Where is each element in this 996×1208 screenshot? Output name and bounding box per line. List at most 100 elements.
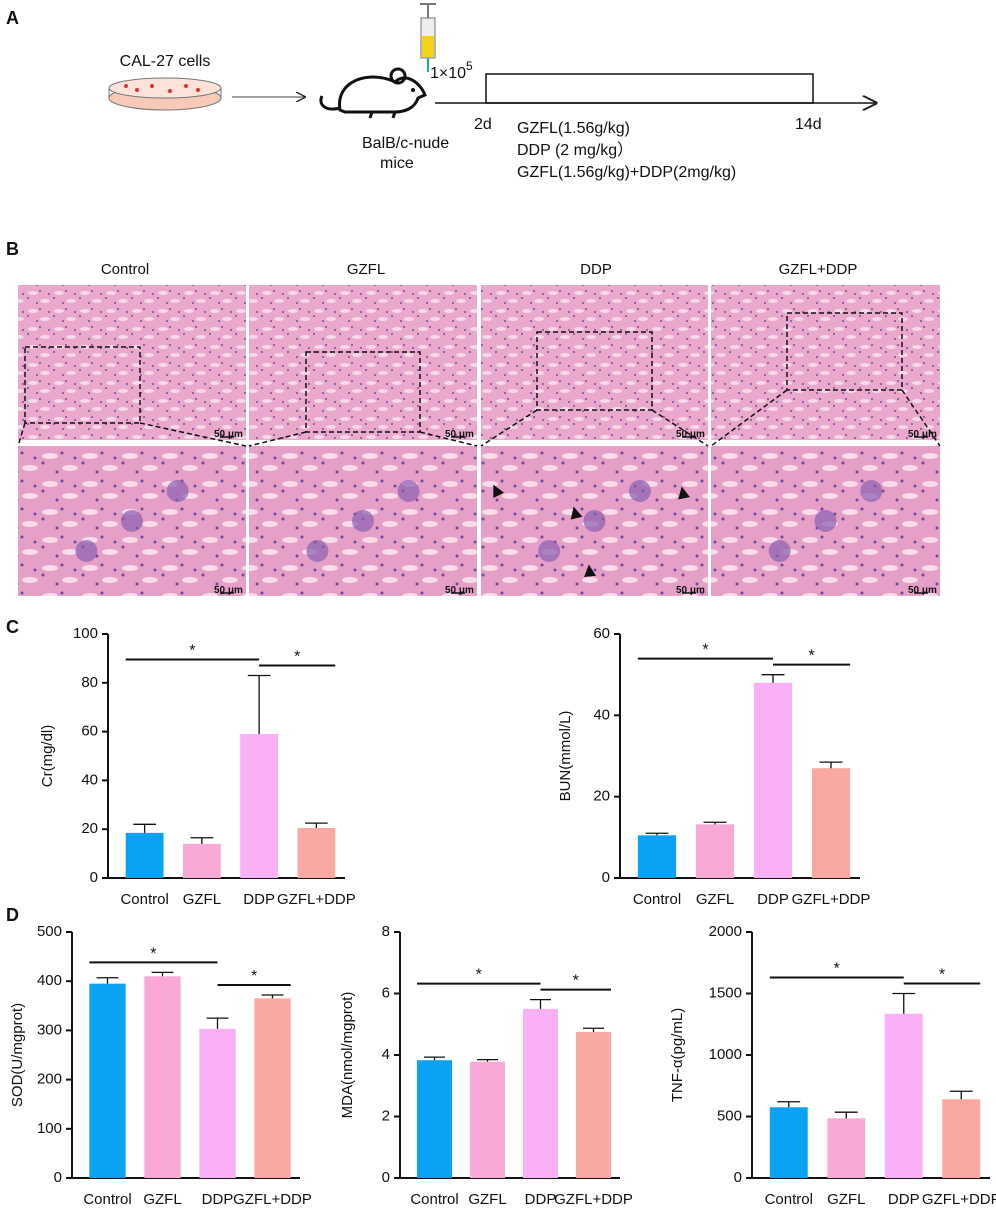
x-tick-label: GZFL+DDP [277,891,356,908]
significance-label: * [834,961,840,978]
cells [124,84,200,93]
y-tick-label: 1000 [709,1046,742,1063]
significance-label: * [476,967,482,984]
y-tick-label: 40 [81,771,98,788]
bar [753,682,793,878]
significance-label: * [808,648,814,665]
bar [884,1013,923,1178]
error-bar [777,1101,801,1108]
glomerulus [306,540,329,562]
histology: Control 50 μm 50 μm GZFL 50 μm 50 μm DDP 50 μm 5… [17,261,941,596]
x-tick-label: DDP [757,891,789,908]
y-tick-label: 0 [382,1169,390,1186]
significance-label: * [251,968,257,985]
arrow [678,486,690,500]
histology-image [481,285,708,440]
zoom-line [139,422,247,447]
y-tick-label: 20 [593,788,610,805]
bar [89,983,126,1178]
mouse-eye [411,88,415,92]
y-tick-label: 300 [37,1021,62,1038]
panel-label: A [6,8,19,28]
bar [695,824,735,878]
significance-label: * [702,642,708,659]
y-tick-label: 0 [602,869,610,886]
zoom-box [305,351,421,433]
scale-bar-label: 50 μm [445,585,474,596]
group-title: GZFL+DDP [779,261,858,278]
error-bar [761,674,785,683]
glomerulus [860,480,883,502]
y-tick-label: 40 [593,706,610,723]
error-bar [530,999,551,1009]
bar [254,998,291,1178]
group-title: DDP [580,261,612,278]
treatment: DDP (2 mg/kg） [517,141,633,159]
scale-bar-label: 50 μm [676,429,705,440]
x-tick-label: Control [765,1191,813,1208]
error-bar [424,1056,445,1061]
mouse [319,67,427,119]
group-title: GZFL [347,261,385,278]
dish-top [108,77,222,99]
histology-image [711,285,940,440]
zoom-box [24,346,141,424]
error-bar [133,823,156,833]
bar [297,827,336,878]
y-tick-label: 80 [81,674,98,691]
y-tick-label: 200 [37,1071,62,1088]
y-tick-label: 60 [81,723,98,740]
arrow [493,484,505,499]
zoom-box [536,331,653,411]
treatment-window [485,73,814,104]
dose-base: 1×10 [430,65,466,82]
significance-label: * [573,973,579,990]
scale-bar-label: 50 μm [214,429,243,440]
error-bar [949,1090,973,1100]
bar [637,835,677,878]
zoom-line [651,409,709,447]
y-tick-label: 8 [382,923,390,940]
x-tick-label: DDP [525,1191,557,1208]
y-tick-label: 0 [54,1169,62,1186]
bar [470,1061,505,1178]
histology-image [249,285,477,440]
treatment: GZFL(1.56g/kg)+DDP(2mg/kg) [517,164,736,181]
y-tick-label: 2000 [709,923,742,940]
y-tick-label: 2 [382,1107,390,1124]
treatment: GZFL(1.56g/kg) [517,120,630,137]
mice-label: BalB/c-nude [362,135,449,152]
panel-label: C [6,617,19,637]
glomerulus [397,480,420,502]
arrow [570,506,583,520]
bar [144,976,181,1178]
y-tick-label: 0 [90,869,98,886]
glomerulus [814,510,837,532]
x-tick-label: GZFL [468,1191,506,1208]
glomerulus [352,510,374,532]
y-axis-label: MDA(nmol/mgprot) [339,992,356,1119]
cells-label: CAL-27 cells [120,53,211,70]
x-tick-label: GZFL [696,891,734,908]
glomerulus [75,540,98,562]
dish-wall [108,88,222,98]
error-bar [151,971,174,977]
x-tick-label: DDP [888,1191,920,1208]
bar [576,1031,611,1178]
significance-label: * [939,967,945,984]
error-bar [645,832,669,836]
y-tick-label: 500 [37,923,62,940]
zoom-line [17,422,26,447]
end-day: 14d [795,116,822,133]
x-tick-label: GZFL [827,1191,865,1208]
x-tick-label: GZFL+DDP [554,1191,633,1208]
bar [199,1028,236,1178]
bar [769,1107,808,1178]
group-title: Control [101,261,149,278]
zoom-line [419,431,478,447]
scale-bar-label: 50 μm [445,429,474,440]
error-bar [206,1017,229,1029]
scale-bar-label: 50 μm [908,585,937,596]
